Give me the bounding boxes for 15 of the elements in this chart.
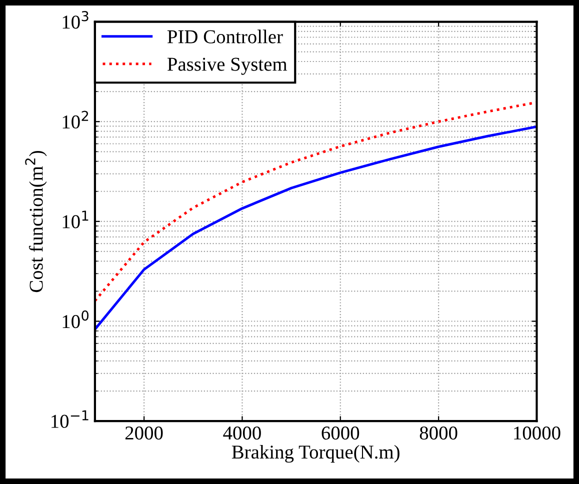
y-tick-label: 10$^{−1}$ xyxy=(52,410,88,428)
x-tick-label: 4000 xyxy=(223,426,261,440)
x-axis-title: Braking Torque(N.m) xyxy=(232,444,400,463)
y-tick-label: 10$^{2}$ xyxy=(62,110,88,129)
x-tick-label: 6000 xyxy=(322,426,360,440)
y-tick-label: 10$^{1}$ xyxy=(62,210,88,228)
legend-label: PID Controller xyxy=(167,30,283,44)
x-tick-label: 8000 xyxy=(420,426,458,440)
x-tick-label: 10000 xyxy=(514,426,560,440)
x-tick-label: 2000 xyxy=(125,426,163,440)
line-series xyxy=(94,125,537,331)
y-tick-label: 10$^{3}$ xyxy=(62,10,88,29)
y-tick-label: 10$^{0}$ xyxy=(62,310,89,328)
y-axis-title: Cost function(m$^{2}$) xyxy=(25,150,47,292)
legend-label: Passive System xyxy=(167,58,288,75)
